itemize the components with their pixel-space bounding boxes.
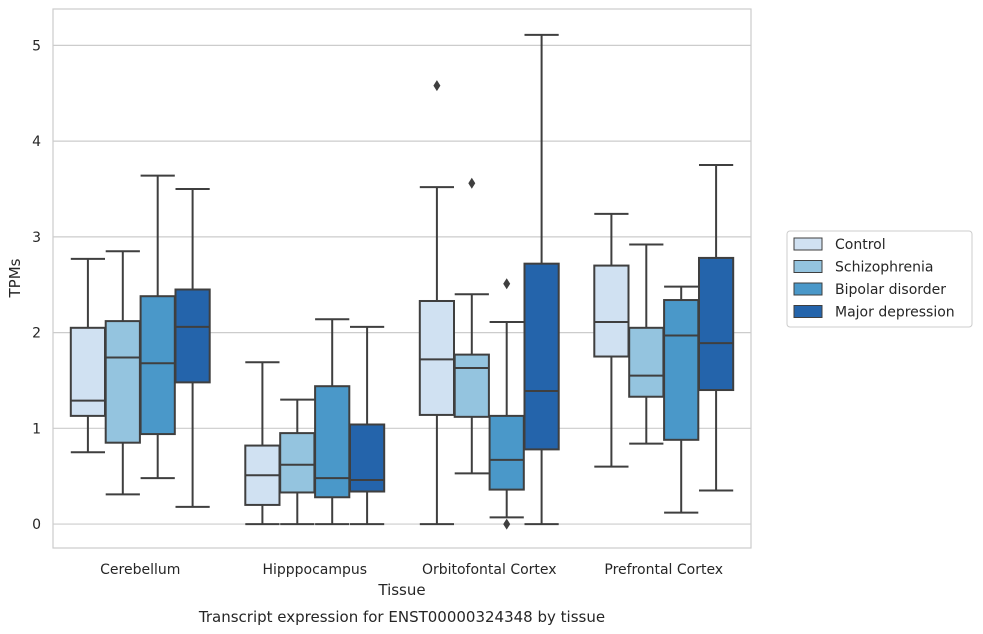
x-tick-labels: Cerebellum Hipppocampus Orbitofontal Corte…	[100, 562, 723, 578]
legend-frame	[786, 230, 973, 328]
legend-label-0: Control	[835, 237, 886, 253]
box-body	[628, 326, 665, 398]
box-body	[174, 288, 211, 384]
box-0-0	[69, 257, 107, 454]
box-2-2	[488, 278, 525, 530]
box-body	[104, 320, 141, 444]
y-tick-label-0: 0	[32, 517, 41, 533]
x-axis-label: Tissue	[377, 581, 425, 599]
legend-swatch-3	[793, 305, 823, 318]
legend: Control Schizophrenia Bipolar disorder Majo…	[786, 230, 973, 328]
box-3-1	[348, 325, 386, 526]
box-2-0	[139, 174, 176, 480]
x-tick-label-0: Cerebellum	[100, 562, 180, 578]
box-3-3	[697, 164, 735, 492]
box-3-0	[174, 187, 211, 508]
legend-swatch-1	[793, 260, 823, 273]
legend-label-3: Major depression	[835, 305, 955, 321]
x-tick-label-2: Orbitofontal Cortex	[422, 562, 557, 578]
box-body	[348, 423, 386, 493]
legend-label-1: Schizophrenia	[835, 260, 933, 276]
box-body	[418, 299, 456, 416]
box-0-3	[593, 212, 630, 468]
y-tick-label-4: 4	[32, 134, 41, 150]
outlier-marker-1	[503, 518, 511, 530]
box-body	[139, 295, 176, 436]
box-1-3	[628, 243, 665, 445]
box-body	[593, 264, 630, 358]
plot-frame	[52, 8, 752, 549]
legend-label-2: Bipolar disorder	[835, 282, 946, 298]
box-body	[488, 414, 525, 491]
x-tick-label-1: Hipppocampus	[262, 562, 367, 578]
x-tick-label-3: Prefrontal Cortex	[604, 562, 723, 578]
box-1-1	[279, 398, 316, 526]
box-series	[69, 33, 735, 530]
legend-swatch-0	[793, 237, 823, 251]
box-body	[314, 385, 351, 499]
box-body	[523, 262, 560, 451]
legend-swatch-2	[793, 282, 823, 296]
chart-caption: Transcript expression for ENST0000032434…	[198, 608, 605, 626]
y-tick-label-1: 1	[32, 421, 41, 437]
outlier-marker-0	[468, 177, 476, 189]
outlier-marker-0	[433, 80, 441, 92]
y-tick-labels: 0 1 2 3 4 5	[32, 38, 41, 533]
box-body	[697, 256, 735, 392]
box-2-1	[314, 318, 351, 526]
y-tick-label-2: 2	[32, 326, 41, 342]
y-axis-label: TPMs	[6, 258, 24, 298]
box-body	[69, 326, 107, 417]
y-tick-label-5: 5	[32, 38, 41, 54]
box-body	[279, 432, 316, 494]
outlier-marker-0	[503, 278, 511, 290]
y-tick-label-3: 3	[32, 230, 41, 246]
box-body	[663, 299, 700, 441]
box-2-3	[663, 285, 700, 514]
box-3-2	[523, 33, 560, 526]
box-body	[453, 353, 490, 418]
box-0-1	[244, 361, 281, 526]
box-1-0	[104, 250, 141, 496]
box-0-2	[418, 80, 456, 526]
box-1-2	[453, 177, 490, 475]
